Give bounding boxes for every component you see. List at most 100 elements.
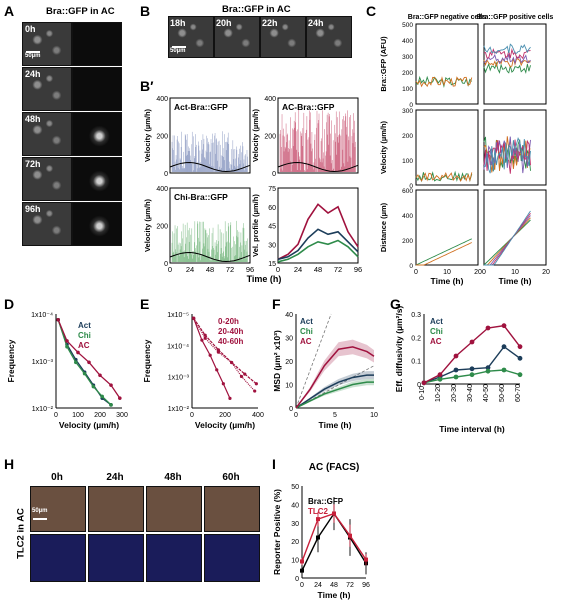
data-point [348, 533, 352, 538]
x-tick-label: 0-10 [419, 386, 426, 400]
mean-velocity-line [169, 251, 251, 263]
series-line [295, 346, 375, 409]
y-tick-label: 30 [285, 336, 293, 343]
y-tick-label: 20 [285, 359, 293, 366]
x-tick-label: 0 [294, 412, 298, 419]
x-tick-label: 24 [294, 265, 302, 274]
data-point [230, 360, 234, 365]
panel-d-label: D [4, 296, 15, 312]
plot-frame [277, 97, 359, 174]
micrograph-phase [204, 486, 260, 532]
y-axis-label: Velocity (µm/h) [143, 198, 152, 252]
data-point [501, 344, 507, 350]
legend-entry: Chi [430, 327, 443, 336]
y-tick-label: 0 [409, 102, 413, 109]
data-point [517, 355, 523, 361]
subplot-title: Act-Bra::GFP [174, 102, 228, 112]
y-tick-label: 1x10⁻³ [168, 375, 190, 382]
y-axis-label: Vel. profile (µm/h) [251, 194, 260, 257]
x-tick-label: 20 [474, 269, 482, 276]
x-tick-label: 30-40 [467, 384, 474, 402]
plot-frame [483, 23, 547, 105]
y-tick-label: 0.1 [411, 359, 421, 366]
x-axis-label: Velocity (µm/h) [195, 420, 255, 430]
y-tick-label: 1x10⁻³ [32, 359, 54, 366]
y-tick-label: 0 [409, 183, 413, 190]
cell-trace [484, 215, 531, 266]
y-tick-label: 30 [291, 521, 299, 528]
y-tick-label: 10 [285, 383, 293, 390]
series-line [193, 318, 231, 399]
x-tick-label: 10 [370, 412, 378, 419]
scale-label: 50µm [25, 53, 41, 59]
time-label: 22h [262, 18, 278, 28]
guide-line [295, 313, 332, 409]
y-tick-label: 400 [156, 96, 168, 103]
time-label: 72h [25, 159, 41, 169]
y-tick-label: 10 [291, 558, 299, 565]
y-tick-label: 1x10⁻⁴ [31, 312, 53, 319]
panel-b-prime-label: B′ [140, 78, 154, 94]
legend-entry: AC [78, 341, 90, 350]
y-axis-label: MSD (µm² x10³) [272, 330, 282, 392]
time-label: 48h [164, 472, 182, 483]
panel-f-label: F [272, 296, 281, 312]
plot-frame [169, 187, 251, 264]
micrograph-tlc2 [30, 534, 86, 582]
x-tick-label: 0 [414, 269, 418, 276]
x-tick-label: 24 [186, 265, 194, 274]
y-tick-label: 400 [156, 186, 168, 193]
cell-trace [415, 238, 472, 266]
panel-g-chart: 0 0.1 0.2 0.3 0-10 10-20 20-30 30-40 40-50 50-60 6… [394, 306, 523, 434]
legend-entry: Act [78, 321, 91, 330]
data-point [485, 368, 491, 374]
y-tick-label: 0 [409, 263, 413, 270]
micrograph-tlc2 [204, 534, 260, 582]
micrograph-track [168, 16, 214, 58]
data-point [332, 511, 336, 516]
scale-bar [172, 46, 186, 48]
time-label: 48h [25, 114, 41, 124]
y-tick-label: 0 [289, 406, 293, 413]
data-point [300, 559, 304, 564]
data-point [87, 360, 91, 365]
series-line [295, 374, 374, 409]
y-tick-label: 200 [264, 134, 276, 141]
y-axis-label: Frequency [142, 339, 152, 382]
time-label: 0h [25, 24, 36, 34]
x-axis-label: Time (h) [319, 420, 352, 430]
micrograph-tlc2 [88, 534, 144, 582]
x-tick-label: 48 [206, 265, 214, 274]
data-point [109, 403, 113, 407]
x-tick-label: 60-70 [515, 384, 522, 402]
panel-i-label: I [272, 456, 276, 472]
x-tick-label: 0 [190, 412, 194, 419]
panel-g-label: G [390, 296, 401, 312]
micrograph-tlc2 [146, 534, 202, 582]
data-point [228, 396, 232, 400]
legend-entry: 20-40h [218, 327, 243, 336]
micrograph-phase [22, 67, 72, 111]
panel-h-label: H [4, 456, 15, 472]
plot-frame [415, 189, 479, 266]
data-point [65, 344, 69, 349]
y-tick-label: 600 [402, 188, 413, 195]
legend-entry: Act [430, 317, 443, 326]
legend-entry: Chi [78, 331, 91, 340]
cell-trace [483, 43, 531, 55]
panel-e-label: E [140, 296, 150, 312]
y-tick-label: 300 [402, 108, 413, 115]
series-line [193, 317, 256, 392]
x-tick-label: 10 [443, 269, 451, 276]
series-line [295, 381, 374, 409]
x-tick-label: 50-60 [499, 384, 506, 402]
x-axis-label: Time (h) [247, 274, 282, 284]
velocity-profile-line [277, 203, 359, 261]
scale-label: 50µm [170, 48, 186, 54]
legend-entry: 0-20h [218, 317, 239, 326]
data-point [437, 376, 443, 382]
cell-trace [483, 136, 531, 174]
time-label: 24h [25, 69, 41, 79]
y-tick-label: 200 [402, 70, 413, 77]
